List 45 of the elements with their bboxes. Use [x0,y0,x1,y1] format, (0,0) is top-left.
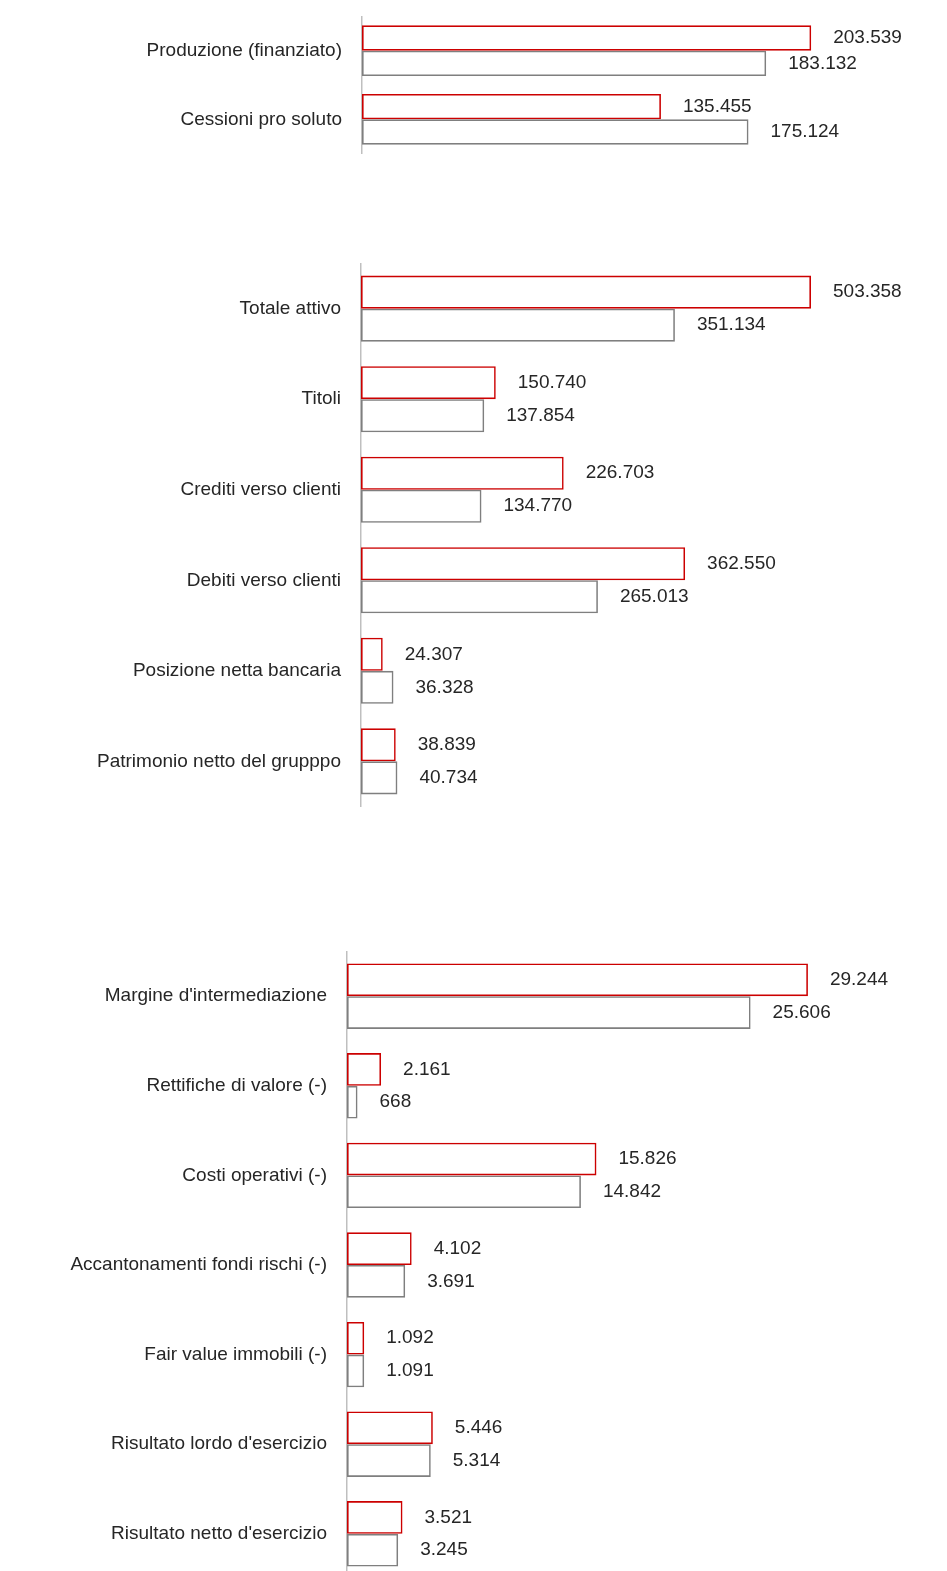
data-label: 362.550 [707,551,776,573]
data-label: 5.446 [454,1416,503,1438]
data-label: 25.606 [772,1000,831,1022]
data-label: 137.854 [506,403,576,425]
y-tick-label: Costi operativi (-) [182,1163,327,1185]
y-tick-label: Accantonamenti fondi rischi (-) [70,1253,327,1275]
data-label: 1.091 [386,1359,434,1381]
data-label: 1.092 [386,1326,434,1348]
y-tick-label: Patrimonio netto del grupppo [97,749,341,771]
data-label: 175.124 [770,120,840,142]
data-label: 183.132 [788,51,857,73]
data-label: 38.839 [417,733,476,755]
data-label: 668 [379,1090,412,1112]
y-tick-label: Risultato lordo d'esercizio [111,1432,327,1454]
data-label: 135.455 [682,94,752,116]
data-label: 15.826 [618,1147,677,1169]
data-label: 226.703 [585,461,655,483]
y-tick-label: Rettifiche di valore (-) [146,1074,327,1096]
data-label: 503.358 [833,280,902,302]
data-label: 3.245 [420,1538,468,1560]
data-label: 14.842 [602,1179,662,1201]
data-label: 5.314 [452,1448,501,1470]
data-label: 3.691 [427,1269,475,1291]
y-tick-label: Fair value immobili (-) [144,1342,327,1364]
data-label: 2.161 [403,1057,451,1079]
data-label: 24.307 [404,642,463,664]
y-tick-label: Debiti verso clienti [186,568,341,590]
y-tick-label: Posizione netta bancaria [132,659,342,681]
y-tick-label: Cessioni pro soluto [180,107,342,129]
data-label: 203.539 [833,26,902,48]
data-label: 351.134 [696,313,767,335]
y-tick-label: Totale attivo [239,296,341,318]
y-tick-label: Margine d'intermediazione [104,984,327,1006]
data-label: 40.734 [419,766,478,788]
data-label: 265.013 [619,585,689,607]
data-label: 36.328 [415,675,474,697]
y-tick-label: Produzione (finanziato) [146,38,342,60]
y-tick-label: Crediti verso clienti [180,477,341,499]
data-label: 29.244 [829,968,889,990]
y-tick-label: Titoli [301,387,341,409]
data-label: 3.521 [424,1505,473,1527]
data-label: 4.102 [433,1236,482,1258]
data-label: 134.770 [503,494,573,516]
y-tick-label: Risultato netto d'esercizio [111,1522,327,1544]
data-label: 150.740 [517,370,587,392]
